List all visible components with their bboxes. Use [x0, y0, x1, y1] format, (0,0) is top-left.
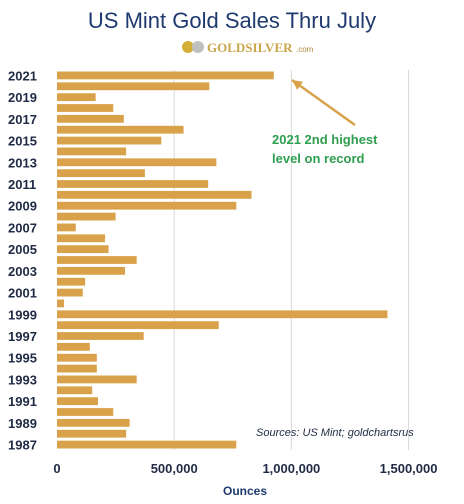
- bar-1990: [57, 408, 114, 416]
- goldsilver-logo: GOLDSILVER .com: [182, 40, 314, 55]
- bar-2011: [57, 180, 209, 188]
- bar-2003: [57, 266, 125, 275]
- bar-2012: [57, 169, 145, 178]
- y-tick-2017: 2017: [8, 112, 37, 127]
- bar-1995: [57, 353, 97, 362]
- chart-title: US Mint Gold Sales Thru July: [88, 8, 376, 33]
- bar-2020: [57, 82, 210, 91]
- y-tick-1995: 1995: [8, 351, 37, 366]
- annotation-arrow: [291, 78, 356, 127]
- y-tick-2003: 2003: [8, 264, 37, 279]
- bar-2018: [57, 104, 114, 112]
- y-tick-1999: 1999: [8, 307, 37, 322]
- bars: [57, 71, 388, 449]
- bar-1991: [57, 397, 99, 406]
- bar-2016: [57, 125, 184, 134]
- x-axis-label: Ounces: [223, 484, 267, 498]
- bar-2019: [57, 93, 96, 102]
- bar-2021: [57, 71, 274, 80]
- bar-2008: [57, 212, 116, 221]
- y-tick-1993: 1993: [8, 372, 37, 387]
- bar-1994: [57, 364, 97, 373]
- bar-1992: [57, 386, 93, 395]
- y-tick-2013: 2013: [8, 155, 37, 170]
- bar-2013: [57, 158, 217, 167]
- y-tick-2007: 2007: [8, 220, 37, 235]
- x-axis-ticks: 0 500,000 1,000,000 1,500,000: [53, 461, 437, 476]
- bar-1993: [57, 375, 137, 384]
- bar-1996: [57, 342, 90, 351]
- y-tick-1989: 1989: [8, 416, 37, 431]
- silver-coin-icon: [192, 41, 204, 53]
- logo-suffix: .com: [296, 45, 314, 54]
- bar-1998: [57, 321, 219, 330]
- bar-2015: [57, 136, 162, 145]
- x-tick-1: 500,000: [151, 461, 198, 476]
- x-tick-3: 1,500,000: [380, 461, 438, 476]
- bar-1997: [57, 332, 144, 340]
- arrow-head-icon: [292, 80, 304, 90]
- logo-text: GOLDSILVER: [207, 40, 293, 55]
- bar-2010: [57, 190, 252, 199]
- y-axis-ticks: 2021 2019 2017 2015 2013 2011 2009 2007 2005 2003…: [8, 68, 37, 452]
- y-tick-2009: 2009: [8, 199, 37, 214]
- bar-1999: [57, 310, 388, 319]
- source-note: Sources: US Mint; goldchartsrus: [256, 427, 414, 439]
- bar-2002: [57, 277, 86, 286]
- y-tick-1997: 1997: [8, 329, 37, 344]
- bar-2009: [57, 201, 237, 210]
- bar-2006: [57, 234, 106, 243]
- annotation-line-1: 2021 2nd highest: [272, 132, 378, 147]
- y-tick-2011: 2011: [8, 177, 36, 192]
- bar-2000: [57, 299, 65, 308]
- bar-1987: [57, 440, 237, 449]
- x-tick-2: 1,000,000: [262, 461, 320, 476]
- bar-2014: [57, 147, 127, 156]
- bar-2001: [57, 288, 83, 297]
- y-tick-2001: 2001: [8, 286, 37, 301]
- bar-1989: [57, 418, 130, 427]
- bar-2005: [57, 245, 109, 254]
- y-tick-1991: 1991: [8, 394, 37, 409]
- annotation-line-2: level on record: [272, 151, 365, 166]
- y-tick-2005: 2005: [8, 242, 37, 257]
- x-tick-0: 0: [53, 461, 60, 476]
- bar-2004: [57, 256, 137, 264]
- y-tick-2021: 2021: [8, 68, 37, 83]
- gold-coin-icon: [182, 41, 194, 53]
- bar-2017: [57, 114, 124, 123]
- annotation: 2021 2nd highest level on record: [272, 78, 378, 166]
- bar-1988: [57, 429, 127, 438]
- gridlines: [173, 70, 410, 450]
- bar-2007: [57, 223, 76, 232]
- y-tick-1987: 1987: [8, 438, 37, 453]
- y-tick-2019: 2019: [8, 90, 37, 105]
- y-tick-2015: 2015: [8, 134, 37, 149]
